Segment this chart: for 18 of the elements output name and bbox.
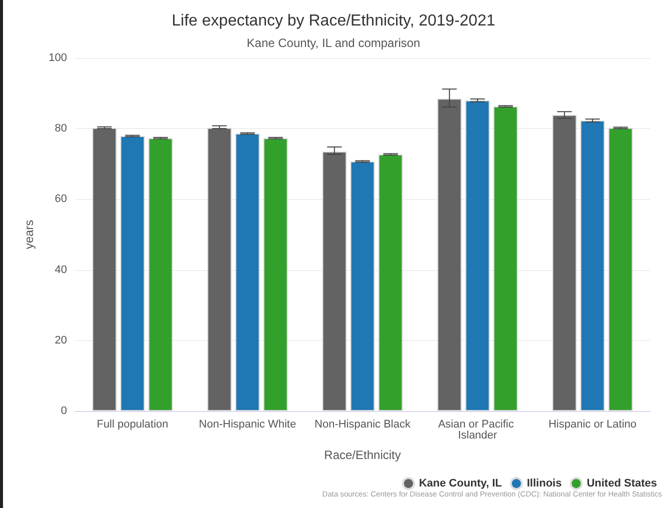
legend-label: Kane County, IL [418, 478, 502, 490]
x-tick-label: Asian or Pacific Islander [438, 418, 517, 442]
x-tick-label: Full population [96, 418, 168, 430]
y-tick-label: 20 [54, 334, 67, 346]
y-tick-label: 100 [48, 52, 67, 64]
x-axis-title: Race/Ethnicity [324, 448, 401, 462]
x-tick-label: Hispanic or Latino [548, 418, 637, 430]
y-tick-label: 40 [54, 264, 67, 276]
chart-title: Life expectancy by Race/Ethnicity, 2019-2021 [172, 12, 496, 30]
legend-label: United States [586, 478, 658, 490]
legend-label: Illinois [526, 478, 562, 490]
y-tick-label: 80 [54, 122, 67, 135]
y-tick-label: 0 [60, 405, 67, 417]
y-tick-label: 60 [54, 193, 67, 206]
chart-subtitle: Kane County, IL and comparison [246, 36, 420, 50]
x-tick-label: Non-Hispanic Black [314, 418, 411, 430]
y-axis-title: years [22, 220, 36, 250]
x-tick-label: Non-Hispanic White [198, 418, 296, 430]
